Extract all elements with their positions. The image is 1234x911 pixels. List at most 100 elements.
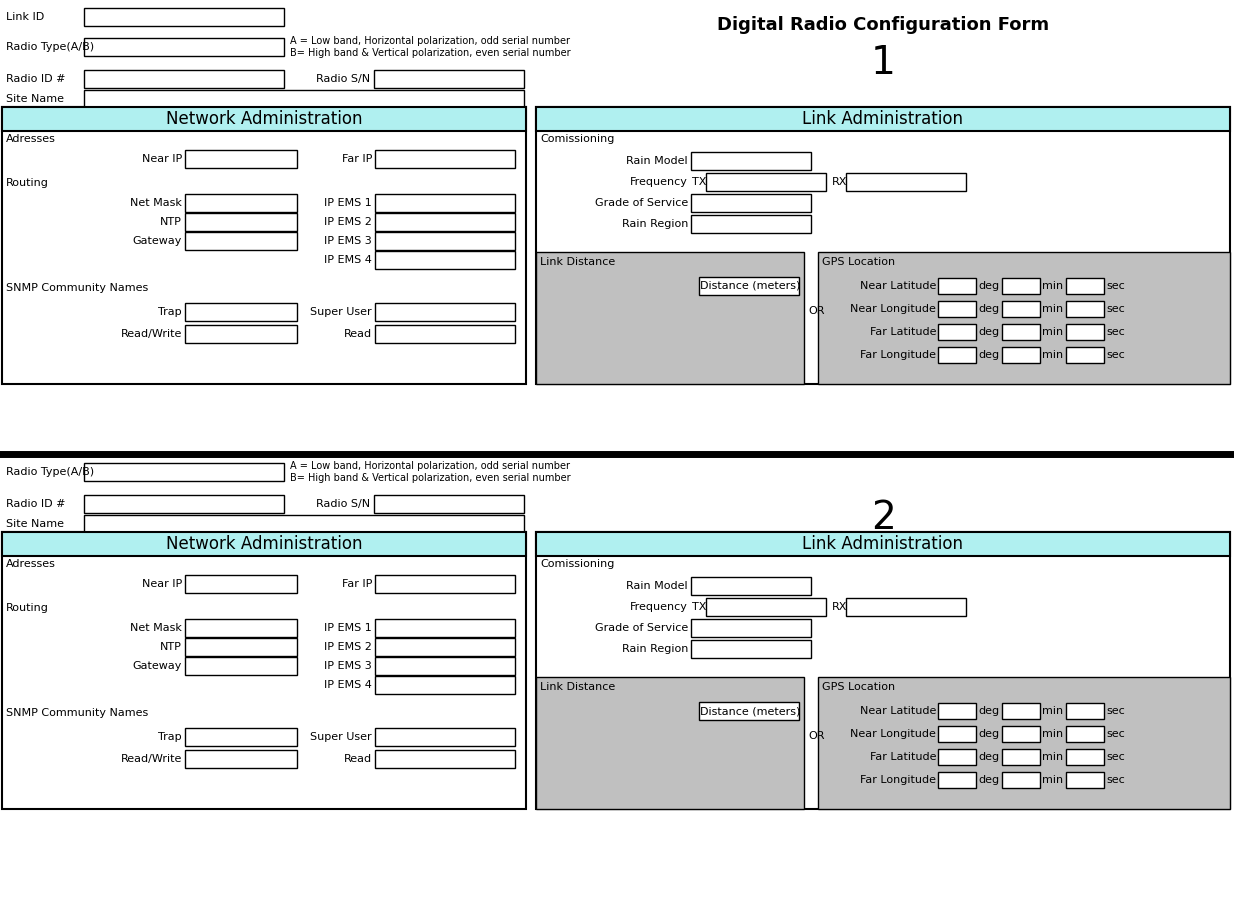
Text: Read/Write: Read/Write [121,754,181,764]
Text: Grade of Service: Grade of Service [595,198,689,208]
Bar [1002,703,1040,719]
Bar [1066,749,1104,765]
Text: B= High band & Vertical polarization, even serial number: B= High band & Vertical polarization, ev… [290,473,570,483]
Text: B= High band & Vertical polarization, even serial number: B= High band & Vertical polarization, ev… [290,48,570,58]
Bar [375,213,515,231]
Text: Near Latitude: Near Latitude [860,281,937,291]
Text: Far Latitude: Far Latitude [870,327,937,337]
Text: min: min [1041,281,1064,291]
Text: GPS Location: GPS Location [822,682,895,692]
Text: IP EMS 1: IP EMS 1 [325,623,371,633]
Bar [691,152,811,170]
Bar [185,325,297,343]
Text: min: min [1041,706,1064,716]
Bar [1002,772,1040,788]
Bar [818,677,1230,809]
Text: IP EMS 4: IP EMS 4 [325,255,371,265]
Bar [375,232,515,250]
Bar [1066,703,1104,719]
Bar [375,325,515,343]
Text: Near Longitude: Near Longitude [850,304,937,314]
Text: deg: deg [979,327,1000,337]
Bar [2,532,526,809]
Text: Link Distance: Link Distance [540,257,616,267]
Text: sec: sec [1106,327,1124,337]
Text: sec: sec [1106,729,1124,739]
Text: Super User: Super User [311,732,371,742]
Bar [536,677,805,809]
Text: min: min [1041,775,1064,785]
Bar [185,232,297,250]
Bar [691,194,811,212]
Text: sec: sec [1106,775,1124,785]
Text: OR: OR [808,731,824,741]
Bar [706,173,826,191]
Bar [375,619,515,637]
Bar [1002,726,1040,742]
Bar [691,215,811,233]
Bar [847,173,966,191]
Bar [185,150,297,168]
Bar [375,750,515,768]
Text: Read: Read [344,329,371,339]
Text: Distance (meters): Distance (meters) [700,706,800,716]
Text: 1: 1 [870,44,896,82]
Text: IP EMS 2: IP EMS 2 [325,642,371,652]
Text: Rain Model: Rain Model [627,156,689,166]
Text: Site Name: Site Name [6,519,64,529]
Text: Near IP: Near IP [142,579,181,589]
Bar [185,728,297,746]
Text: Radio Type(A/B): Radio Type(A/B) [6,467,94,477]
Bar [536,532,1230,556]
Bar [185,619,297,637]
Text: deg: deg [979,752,1000,762]
Bar [706,598,826,616]
Bar [536,532,1230,809]
Bar [375,657,515,675]
Bar [2,107,526,384]
Bar [698,277,798,295]
Text: Adresses: Adresses [6,559,56,569]
Text: Radio S/N: Radio S/N [316,499,370,509]
Bar [374,70,524,88]
Bar [818,252,1230,384]
Bar [536,107,1230,384]
Bar [938,726,976,742]
Bar [1002,324,1040,340]
Text: deg: deg [979,775,1000,785]
Bar [185,575,297,593]
Text: NTP: NTP [160,642,181,652]
Bar [1066,726,1104,742]
Bar [691,640,811,658]
Text: OR: OR [808,306,824,316]
Bar [375,251,515,269]
Bar [84,515,524,533]
Text: Site Name: Site Name [6,94,64,104]
Bar [375,638,515,656]
Bar [185,657,297,675]
Bar [1066,772,1104,788]
Text: Net Mask: Net Mask [130,198,181,208]
Bar [375,676,515,694]
Text: min: min [1041,729,1064,739]
Text: Far IP: Far IP [342,579,371,589]
Text: Comissioning: Comissioning [540,559,615,569]
Text: Radio ID #: Radio ID # [6,499,65,509]
Text: min: min [1041,327,1064,337]
Bar [185,213,297,231]
Bar [938,772,976,788]
Text: Far Latitude: Far Latitude [870,752,937,762]
Bar [691,577,811,595]
Text: Near IP: Near IP [142,154,181,164]
Text: Link Distance: Link Distance [540,682,616,692]
Bar [938,749,976,765]
Text: deg: deg [979,281,1000,291]
Text: A = Low band, Horizontal polarization, odd serial number: A = Low band, Horizontal polarization, o… [290,461,570,471]
Text: deg: deg [979,729,1000,739]
Text: IP EMS 2: IP EMS 2 [325,217,371,227]
Bar [375,194,515,212]
Bar [84,90,524,108]
Text: Far Longitude: Far Longitude [860,775,937,785]
Bar [1002,347,1040,363]
Bar [1066,278,1104,294]
